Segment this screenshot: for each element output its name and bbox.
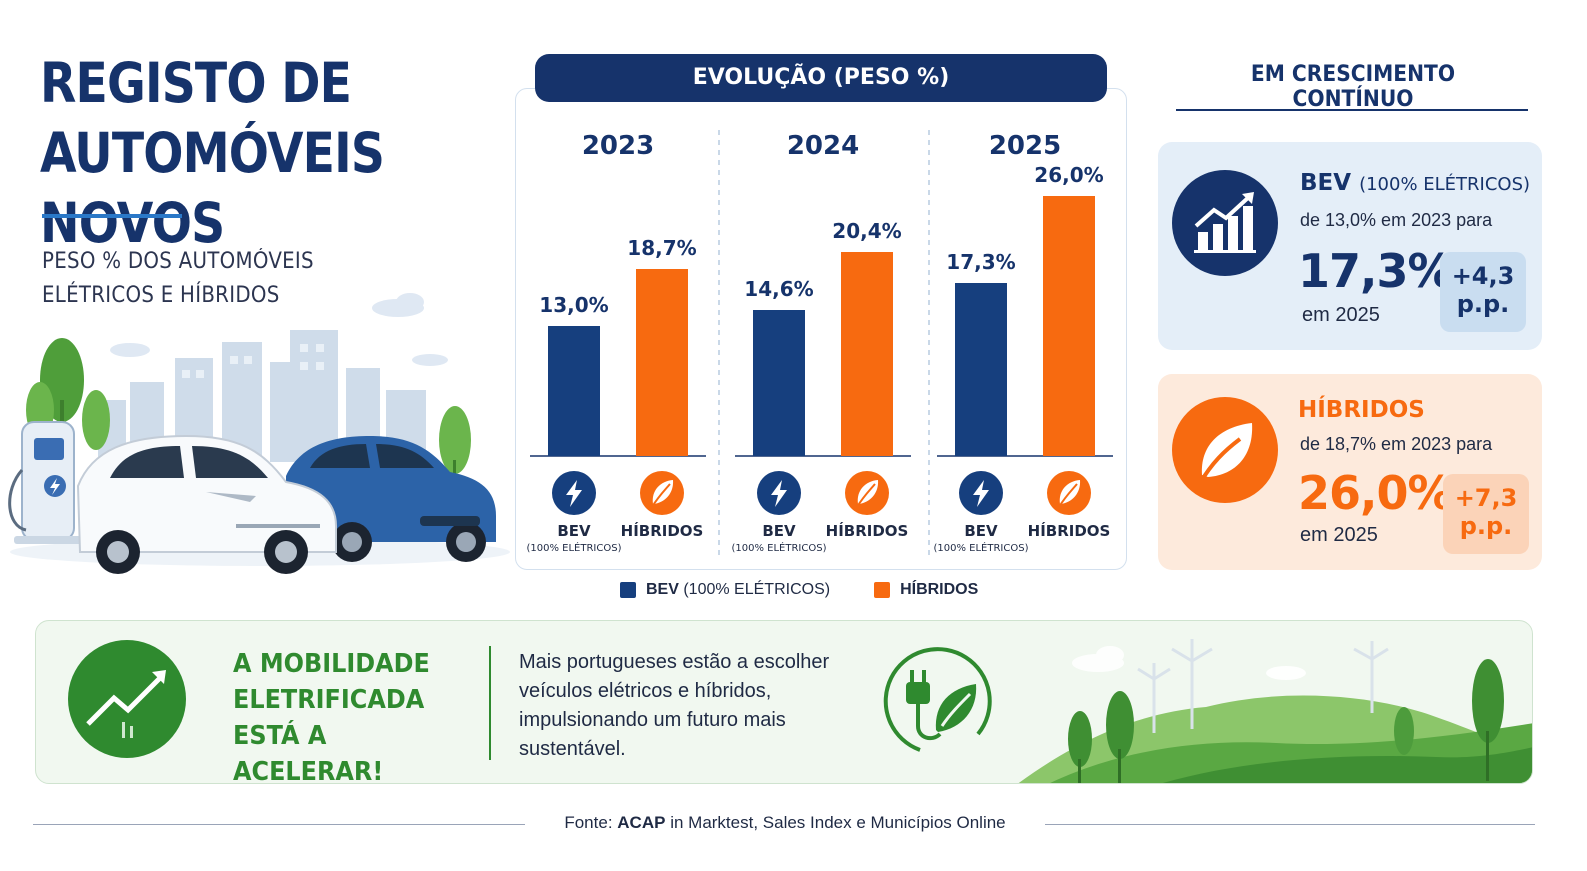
bev-card-year: em 2025 [1302,304,1380,326]
legend-label-bev: BEV [646,581,679,598]
hibridos-delta-value: +7,3 [1454,484,1518,512]
bev-value-label-2024: 14,6% [744,277,813,301]
hibridos-category-label: HÍBRIDOS [1028,521,1111,540]
source-mid: in [670,813,684,832]
year-label-2024: 2024 [787,131,859,161]
bev-category-label: BEV [762,522,796,540]
bev-card-from: de 13,0% em 2023 para [1300,210,1493,230]
bev-bar-2023 [548,326,600,456]
legend-swatch-hibridos [874,582,891,598]
leaf-icon [1172,397,1278,503]
source-rule-left [33,824,525,825]
year-label-2023: 2023 [582,131,654,161]
bev-delta-unit: p.p. [1456,290,1510,318]
green-hills-illustration [1018,639,1532,783]
page-subtitle: PESO % DOS AUTOMÓVEIS ELÉTRICOS E HÍBRID… [42,249,314,308]
growth-chart-icon [1172,170,1278,276]
hibridos-value-label-2025: 26,0% [1034,163,1103,187]
cars-city-illustration [8,293,510,574]
hibridos-bar-2024 [841,252,893,456]
hibridos-card-heading: HÍBRIDOS [1298,397,1425,423]
bev-bar-2025 [955,283,1007,456]
legend-sublabel-bev: (100% ELÉTRICOS) [678,581,831,598]
banner-text: Mais portugueses estão a escolher veícul… [519,651,830,760]
hibridos-delta-badge: +7,3 p.p. [1443,474,1529,554]
page-title: REGISTO DE AUTOMÓVEIS NOVOS [40,51,385,255]
source-org: ACAP [617,813,666,832]
banner-headline: A MOBILIDADE ELETRIFICADA ESTÁ A ACELERA… [233,649,430,787]
bev-card-value: 17,3% [1298,244,1454,298]
legend-label-hibridos: HÍBRIDOS [900,581,979,598]
hibridos-card-from: de 18,7% em 2023 para [1300,434,1493,454]
lightning-bolt-shape [771,480,787,507]
hibridos-category-label: HÍBRIDOS [621,521,704,540]
bev-card-heading-sub: (100% ELÉTRICOS) [1359,174,1531,195]
leaf-vein [1058,483,1078,508]
hibridos-value-label-2023: 18,7% [627,236,696,260]
trend-up-icon [68,640,186,758]
source-note: Fonte: ACAP in Marktest, Sales Index e M… [530,813,1040,833]
banner-divider [489,646,491,760]
growth-title: EM CRESCIMENTO CONTÍNUO [1250,62,1456,112]
bev-card-heading: BEV (100% ELÉTRICOS) [1300,170,1530,196]
source-prefix: Fonte: [564,813,613,832]
hibridos-category-label: HÍBRIDOS [826,521,909,540]
hibridos-value-label-2024: 20,4% [832,219,901,243]
bev-bar-2024 [753,310,805,456]
growth-title-underline [1176,109,1528,111]
year-label-2025: 2025 [989,131,1061,161]
bev-category-label: BEV [964,522,998,540]
source-rule-right [1045,824,1535,825]
chart-title: EVOLUÇÃO (PESO %) [535,54,1107,102]
chart-legend: BEV (100% ELÉTRICOS) HÍBRIDOS [620,578,978,602]
hibridos-bar-2023 [636,269,688,456]
legend-item-hibridos: HÍBRIDOS [874,581,978,599]
bev-card-heading-label: BEV [1300,170,1352,196]
title-underline [42,214,182,218]
bev-category-sublabel: (100% ELÉTRICOS) [732,541,827,554]
source-rest: Marktest, Sales Index e Municípios Onlin… [688,813,1006,832]
hibridos-bar-2025 [1043,196,1095,456]
lightning-bolt-shape [973,480,989,507]
bev-delta-badge: +4,3 p.p. [1440,252,1526,332]
legend-swatch-bev [620,582,636,598]
lightning-bolt-shape [566,480,582,507]
bev-category-label: BEV [557,522,591,540]
hibridos-card-year: em 2025 [1300,524,1378,546]
bev-category-sublabel: (100% ELÉTRICOS) [934,541,1029,554]
hibridos-card-value: 26,0% [1298,466,1454,520]
bev-value-label-2025: 17,3% [946,250,1015,274]
bev-category-sublabel: (100% ELÉTRICOS) [527,541,622,554]
bev-delta-value: +4,3 [1451,262,1515,290]
leaf-vein [651,483,671,508]
legend-item-bev: BEV (100% ELÉTRICOS) [620,581,830,599]
bottom-banner [35,620,1533,784]
hibridos-delta-unit: p.p. [1459,512,1513,540]
plug-leaf-icon [880,642,996,758]
chart-frame [515,88,1127,570]
bev-value-label-2023: 13,0% [539,293,608,317]
leaf-vein [856,483,876,508]
